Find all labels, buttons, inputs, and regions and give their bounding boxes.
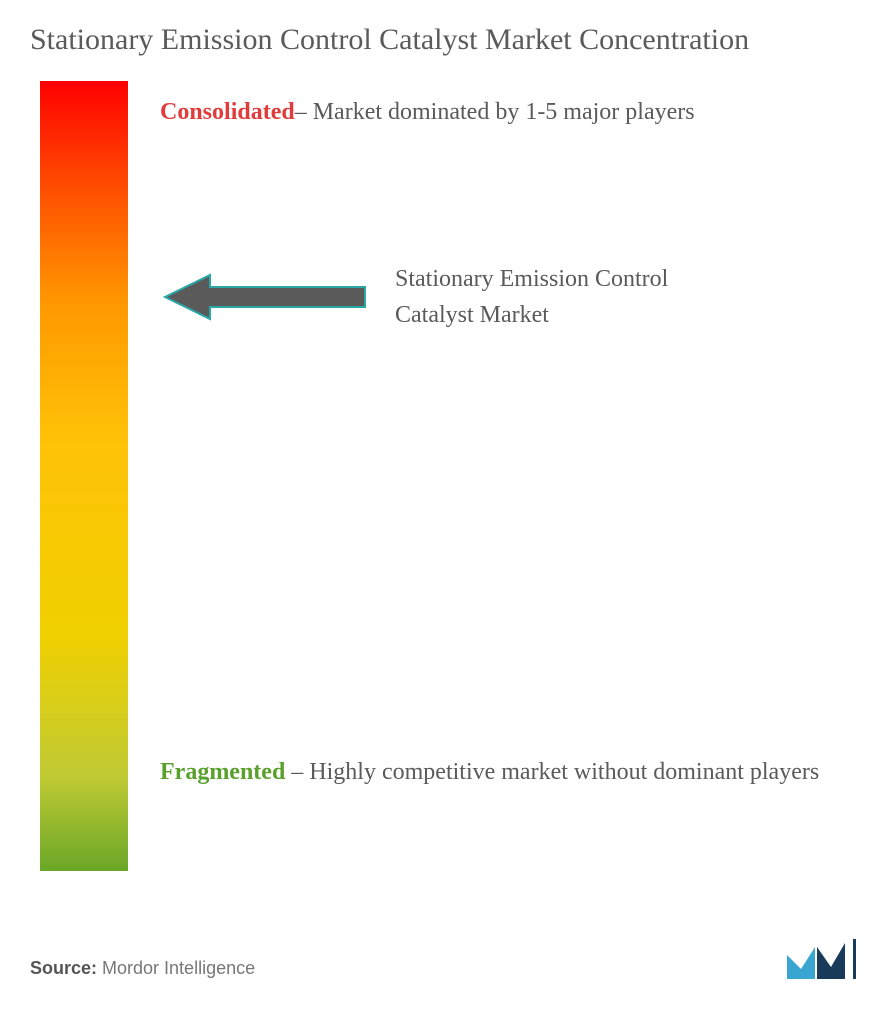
footer: Source: Mordor Intelligence: [30, 937, 856, 979]
fragmented-label: Fragmented: [160, 759, 285, 785]
source-attribution: Source: Mordor Intelligence: [30, 958, 255, 979]
consolidated-label: Consolidated: [160, 99, 295, 125]
logo-divider: [853, 939, 856, 979]
consolidated-block: Consolidated– Market dominated by 1-5 ma…: [160, 86, 826, 139]
source-label: Source:: [30, 958, 97, 978]
chart-area: Consolidated– Market dominated by 1-5 ma…: [30, 81, 856, 881]
fragmented-block: Fragmented – Highly competitive market w…: [160, 746, 826, 799]
arrow-left-icon: [160, 267, 370, 327]
chart-title: Stationary Emission Control Catalyst Mar…: [30, 20, 856, 61]
chart-container: Stationary Emission Control Catalyst Mar…: [0, 0, 886, 1009]
marker-block: Stationary Emission Control Catalyst Mar…: [160, 261, 745, 333]
fragmented-description: – Highly competitive market without domi…: [285, 759, 819, 785]
consolidated-description: – Market dominated by 1-5 major players: [295, 99, 695, 125]
brand-logo: [787, 937, 856, 979]
concentration-gradient-bar: [40, 81, 128, 871]
source-value: Mordor Intelligence: [97, 958, 255, 978]
market-marker-label: Stationary Emission Control Catalyst Mar…: [395, 261, 745, 333]
logo-icon: [787, 937, 847, 979]
